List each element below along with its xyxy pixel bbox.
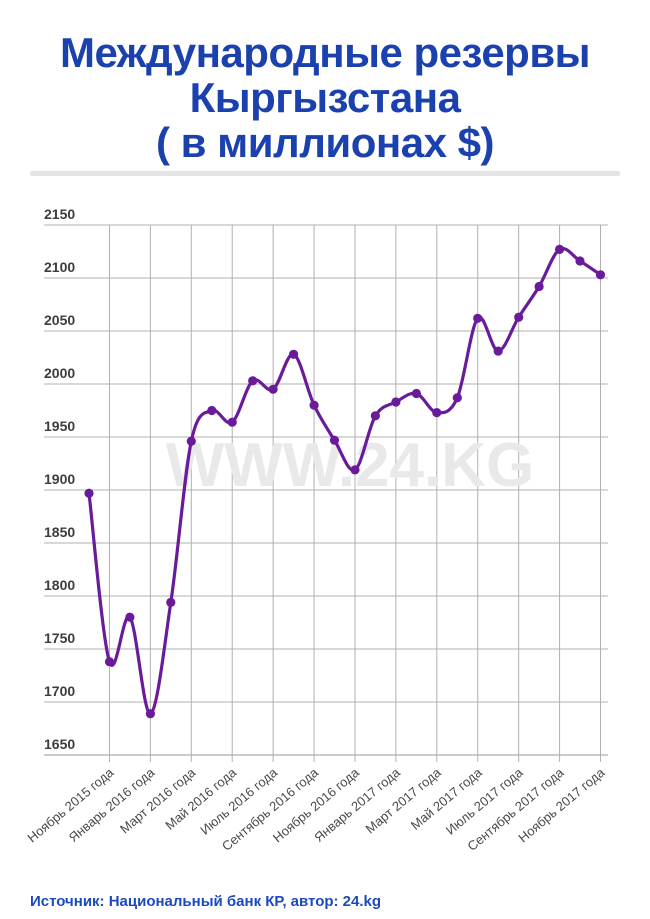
data-point-marker — [207, 405, 217, 416]
y-axis-tick-label: 1900 — [44, 471, 75, 487]
chart-title: Международные резервы Кыргызстана ( в ми… — [0, 30, 650, 165]
y-axis-tick-label: 1850 — [44, 524, 75, 540]
data-point-marker — [411, 388, 421, 399]
y-axis-tick-label: 1800 — [44, 577, 75, 593]
data-point-marker — [309, 400, 319, 410]
data-point-marker — [186, 436, 196, 446]
series-line — [87, 246, 603, 716]
data-point-marker — [534, 281, 544, 292]
data-point-marker — [125, 612, 135, 622]
data-point-marker — [473, 313, 483, 323]
y-axis-tick-label: 1750 — [44, 630, 75, 646]
y-axis-tick-label: 2100 — [44, 259, 75, 275]
watermark-text: WWW.24.KG — [166, 431, 535, 500]
y-axis-tick-label: 2000 — [44, 365, 75, 381]
data-point-marker — [452, 393, 462, 403]
data-point-marker — [493, 346, 503, 356]
data-point-marker — [595, 270, 606, 280]
data-point-marker — [104, 657, 115, 667]
y-axis-tick-label: 1700 — [44, 683, 75, 699]
data-point-marker — [514, 312, 524, 322]
y-axis-tick-label: 2050 — [44, 312, 75, 328]
data-point-marker — [329, 435, 340, 445]
data-point-marker — [166, 597, 176, 608]
data-point-marker — [575, 256, 585, 266]
source-credit: Источник: Национальный банк КР, автор: 2… — [30, 893, 382, 910]
title-line-3: ( в миллионах $) — [156, 119, 494, 166]
data-point-marker — [227, 417, 237, 427]
data-point-marker — [555, 244, 565, 254]
y-axis-tick-label: 1650 — [44, 736, 75, 752]
title-line-2: Кыргызстана — [189, 74, 461, 121]
data-point-marker — [432, 408, 442, 418]
data-point-marker — [248, 376, 258, 386]
data-point-marker — [391, 397, 401, 407]
data-point-marker — [350, 465, 360, 475]
data-point-marker — [289, 349, 299, 359]
data-point-marker — [145, 709, 155, 719]
y-axis-tick-label: 2150 — [44, 206, 75, 222]
data-point-marker — [370, 411, 380, 421]
data-point-marker — [268, 384, 278, 394]
title-divider — [30, 171, 620, 176]
data-point-marker — [84, 488, 94, 498]
title-line-1: Международные резервы — [59, 29, 591, 76]
y-axis-tick-label: 1950 — [44, 418, 75, 434]
